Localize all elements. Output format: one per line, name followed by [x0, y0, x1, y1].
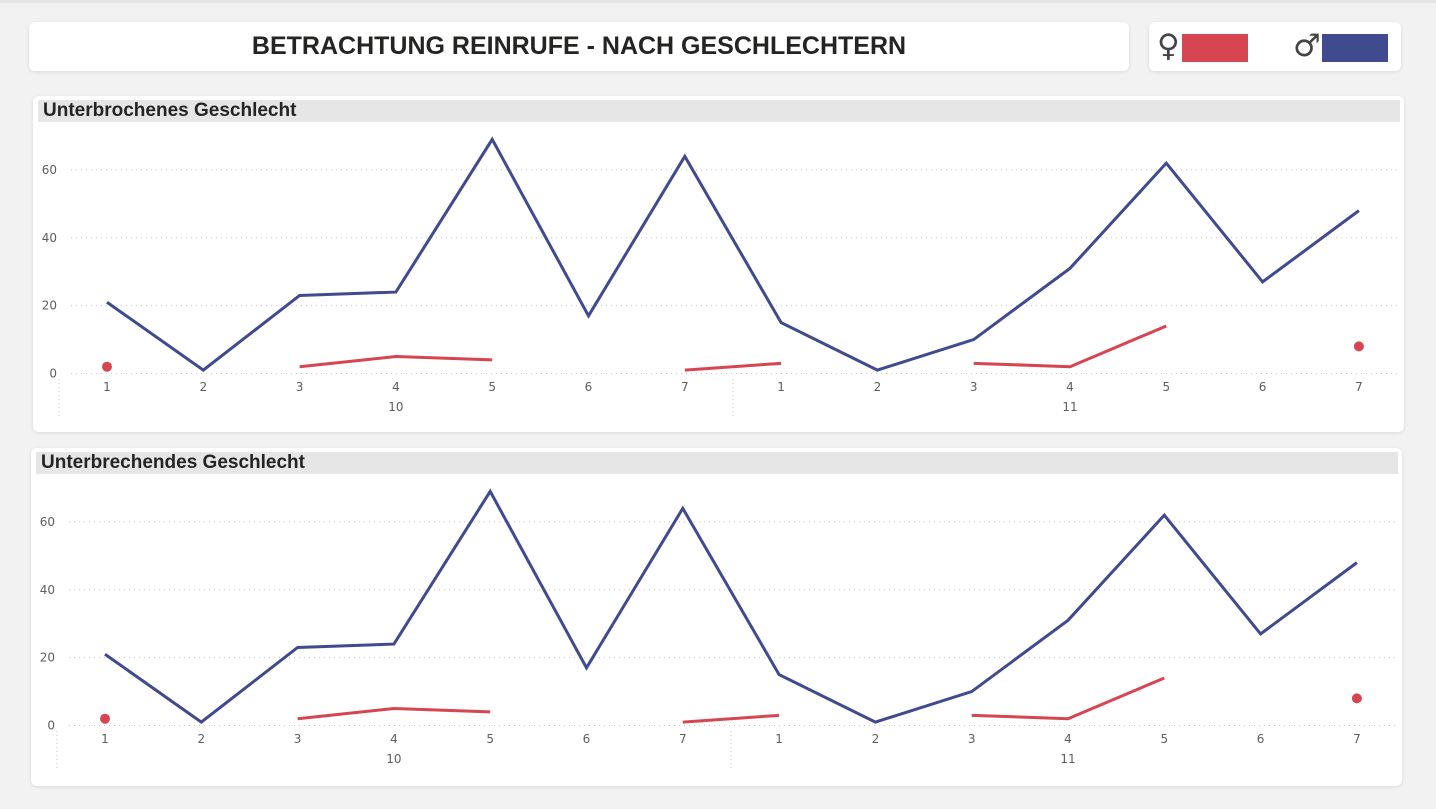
x-tick-label: 4: [392, 380, 400, 394]
x-tick-label: 6: [1259, 380, 1267, 394]
chart-card-interrupted: Unterbrochenes Geschlecht 0 20 40 60 1 2 3 4 5 6 7…: [33, 96, 1404, 432]
title-card: BETRACHTUNG REINRUFE - NACH GESCHLECHTER…: [29, 22, 1129, 71]
line-chart-interrupted: 0 20 40 60 1 2 3 4 5 6 7 1 2 3 4 5 6 7 10 11: [42, 136, 1398, 416]
female-series-line: [297, 707, 491, 721]
x-tick-label: 1: [775, 732, 783, 746]
x-tick-label: 5: [1162, 380, 1170, 394]
line-chart-interrupting: 0 20 40 60 1 2 3 4 5 6 7 1 2 3 4 5 6 7 10 11: [40, 488, 1396, 768]
x-group-label: 11: [1060, 752, 1075, 766]
female-series-line: [684, 361, 782, 372]
y-tick-label: 20: [42, 299, 57, 313]
x-tick-label: 7: [1355, 380, 1363, 394]
x-tick-label: 7: [681, 380, 689, 394]
chart-title: Unterbrochenes Geschlecht: [38, 100, 1400, 122]
x-group-label: 10: [388, 400, 403, 414]
x-tick-label: 3: [968, 732, 976, 746]
y-tick-label: 40: [42, 231, 57, 245]
x-tick-label: 1: [777, 380, 785, 394]
x-tick-label: 2: [197, 732, 205, 746]
x-tick-label: 2: [199, 380, 207, 394]
female-data-point: [1353, 341, 1364, 352]
female-data-point: [102, 361, 112, 372]
x-tick-label: 1: [101, 732, 109, 746]
y-tick-label: 60: [40, 515, 55, 529]
chart-title: Unterbrechendes Geschlecht: [36, 452, 1398, 474]
female-series-line: [973, 324, 1167, 369]
male-legend-swatch: [1322, 34, 1388, 62]
y-tick-label: 0: [47, 719, 55, 733]
y-tick-label: 0: [49, 367, 57, 381]
x-tick-label: 7: [679, 732, 687, 746]
female-series-line: [971, 676, 1165, 721]
x-tick-label: 4: [1064, 732, 1072, 746]
female-symbol-icon: ♀: [1157, 28, 1180, 64]
x-tick-label: 2: [872, 732, 880, 746]
female-series-line: [299, 355, 493, 369]
female-series-line: [682, 713, 780, 724]
male-series-line: [104, 488, 1358, 724]
x-tick-label: 3: [294, 732, 302, 746]
male-series-line: [106, 136, 1360, 372]
x-tick-label: 5: [486, 732, 494, 746]
chart-card-interrupting: Unterbrechendes Geschlecht 0 20 40 60 1 2 3 4 5 6…: [31, 448, 1402, 786]
page-title: BETRACHTUNG REINRUFE - NACH GESCHLECHTER…: [251, 32, 907, 60]
x-tick-label: 6: [585, 380, 593, 394]
female-legend-swatch: [1182, 34, 1248, 62]
top-divider: [0, 0, 1436, 3]
x-tick-label: 6: [1257, 732, 1265, 746]
legend: ♀ ♂: [1149, 22, 1401, 71]
x-group-label: 10: [386, 752, 401, 766]
y-tick-label: 40: [40, 583, 55, 597]
x-tick-label: 5: [1160, 732, 1168, 746]
x-tick-label: 3: [970, 380, 978, 394]
x-tick-label: 3: [296, 380, 304, 394]
y-tick-label: 20: [40, 651, 55, 665]
x-tick-label: 7: [1353, 732, 1361, 746]
x-tick-label: 4: [1066, 380, 1074, 394]
x-tick-label: 2: [874, 380, 882, 394]
female-data-point: [100, 713, 110, 724]
x-group-label: 11: [1062, 400, 1077, 414]
x-tick-label: 5: [488, 380, 496, 394]
y-tick-label: 60: [42, 163, 57, 177]
x-tick-label: 1: [103, 380, 111, 394]
x-tick-label: 6: [583, 732, 591, 746]
x-tick-label: 4: [390, 732, 398, 746]
female-data-point: [1351, 693, 1362, 704]
male-symbol-icon: ♂: [1293, 28, 1321, 64]
